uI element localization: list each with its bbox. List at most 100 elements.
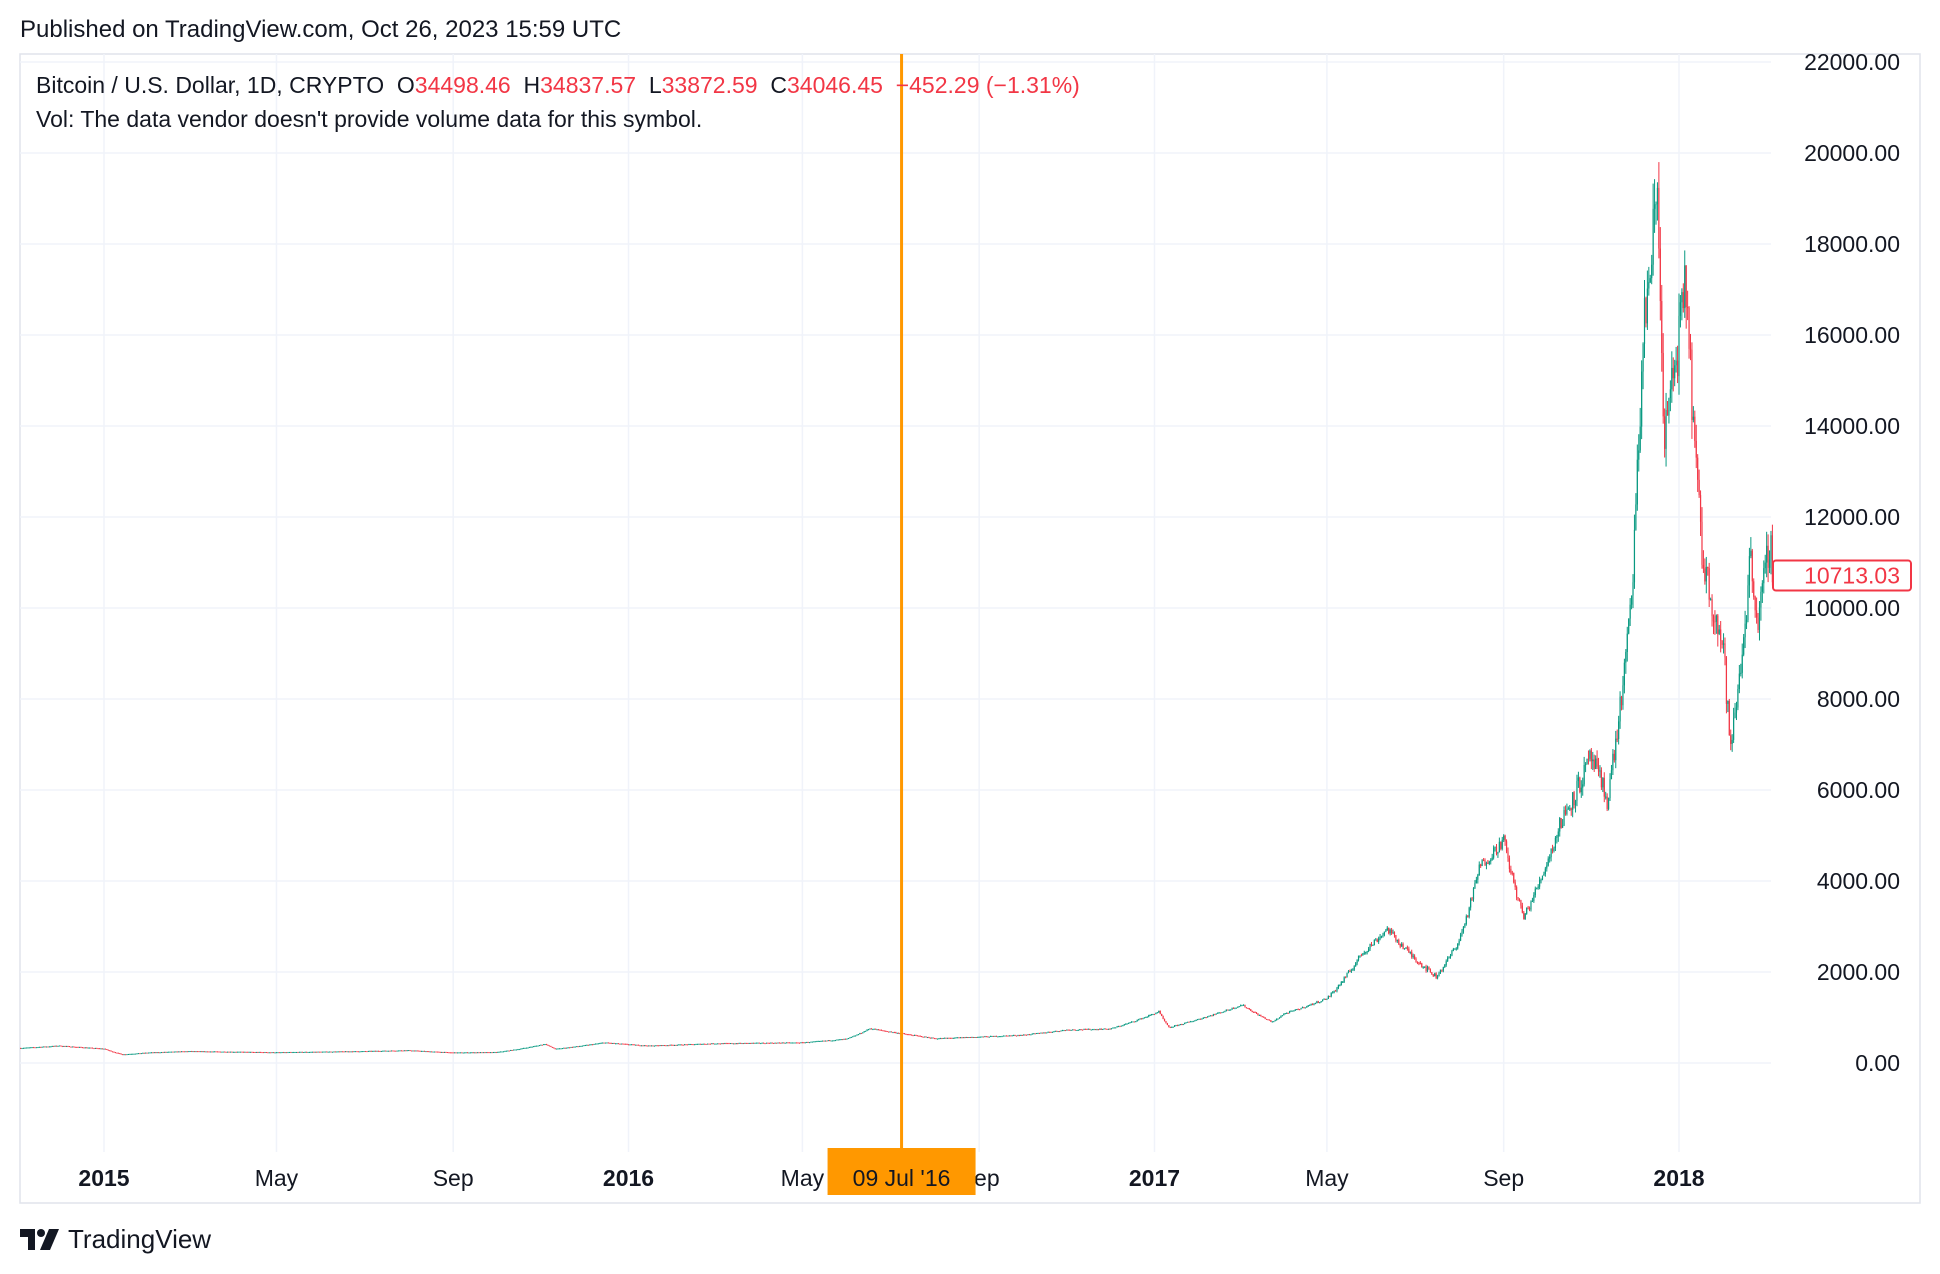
candle bbox=[124, 1054, 127, 1056]
candle-body bbox=[1116, 1026, 1118, 1028]
candle bbox=[193, 1050, 196, 1053]
candle bbox=[909, 1034, 911, 1036]
candle bbox=[166, 1051, 168, 1053]
candle-body bbox=[1721, 640, 1723, 645]
candle-body bbox=[182, 1051, 184, 1053]
candle-body bbox=[1563, 810, 1565, 826]
tradingview-logo[interactable]: TradingView bbox=[20, 1224, 211, 1255]
candle-body bbox=[1567, 808, 1569, 810]
candle bbox=[1684, 250, 1686, 318]
candle bbox=[1756, 597, 1758, 624]
candle bbox=[530, 1046, 532, 1048]
candle-body bbox=[1051, 1031, 1054, 1033]
candle bbox=[982, 1036, 985, 1038]
candle-body bbox=[436, 1051, 438, 1053]
candle bbox=[1609, 773, 1611, 801]
candle-body bbox=[1504, 835, 1506, 842]
candle bbox=[451, 1052, 453, 1054]
candle bbox=[1339, 984, 1341, 987]
candle-body bbox=[660, 1045, 663, 1047]
candle-body bbox=[852, 1036, 854, 1038]
candle bbox=[504, 1050, 506, 1052]
candle bbox=[665, 1045, 667, 1047]
candle bbox=[218, 1051, 220, 1053]
candle bbox=[74, 1046, 76, 1048]
candle-body bbox=[406, 1050, 408, 1052]
candle bbox=[1511, 870, 1513, 876]
candle bbox=[650, 1045, 653, 1047]
candle bbox=[201, 1051, 203, 1053]
candle-body bbox=[1444, 964, 1446, 968]
candle bbox=[1173, 1025, 1176, 1028]
candle-body bbox=[880, 1029, 883, 1031]
candle bbox=[636, 1044, 638, 1046]
candle bbox=[354, 1051, 357, 1053]
candle bbox=[1432, 973, 1434, 977]
candle bbox=[1666, 401, 1669, 416]
candle bbox=[225, 1051, 227, 1053]
candle bbox=[43, 1046, 45, 1048]
candle bbox=[1043, 1032, 1045, 1034]
candle bbox=[1517, 897, 1519, 902]
candle bbox=[1219, 1012, 1222, 1014]
candle-body bbox=[922, 1036, 924, 1038]
candle-body bbox=[1179, 1024, 1181, 1026]
candle-body bbox=[1293, 1010, 1295, 1012]
candle bbox=[191, 1050, 193, 1053]
candle-body bbox=[564, 1047, 566, 1049]
candle-body bbox=[152, 1052, 154, 1054]
candle bbox=[1536, 887, 1538, 890]
candle bbox=[1192, 1020, 1194, 1023]
candle bbox=[248, 1051, 250, 1053]
candle-body bbox=[1689, 348, 1692, 350]
candle bbox=[1087, 1028, 1089, 1030]
candle-body bbox=[1350, 970, 1352, 972]
candle-body bbox=[1008, 1035, 1010, 1037]
candle-body bbox=[729, 1043, 732, 1045]
candle bbox=[71, 1046, 73, 1048]
candle-body bbox=[662, 1045, 664, 1047]
candle-body bbox=[316, 1051, 318, 1053]
candle bbox=[1692, 406, 1694, 423]
candle-body bbox=[1366, 951, 1368, 953]
candle bbox=[176, 1051, 178, 1053]
candle bbox=[637, 1044, 640, 1046]
candle bbox=[890, 1031, 893, 1033]
candle-body bbox=[1750, 550, 1752, 557]
candle bbox=[508, 1050, 510, 1052]
candle-body bbox=[1265, 1018, 1268, 1020]
candle-body bbox=[1355, 963, 1357, 967]
candle bbox=[1751, 548, 1753, 593]
candle bbox=[1668, 397, 1670, 424]
candle-body bbox=[90, 1047, 92, 1049]
candle-body bbox=[969, 1037, 972, 1039]
candle bbox=[656, 1045, 658, 1047]
candle-body bbox=[1580, 787, 1582, 793]
candle-body bbox=[508, 1050, 510, 1052]
candle-body bbox=[1102, 1029, 1104, 1031]
candle bbox=[1138, 1018, 1140, 1021]
candle bbox=[695, 1043, 697, 1045]
candle bbox=[1228, 1009, 1230, 1011]
candle bbox=[524, 1047, 526, 1049]
candle bbox=[1688, 306, 1690, 359]
candle-body bbox=[1113, 1027, 1115, 1029]
candle bbox=[646, 1045, 648, 1047]
candle bbox=[152, 1052, 154, 1054]
candle-body bbox=[656, 1045, 658, 1047]
candle-body bbox=[268, 1052, 270, 1054]
candle bbox=[107, 1049, 109, 1051]
candle bbox=[352, 1051, 354, 1053]
candle-body bbox=[593, 1043, 595, 1045]
candle bbox=[83, 1047, 85, 1049]
candle bbox=[27, 1047, 29, 1049]
crosshair-date-label: 09 Jul '16 bbox=[853, 1165, 951, 1191]
candle-body bbox=[932, 1037, 934, 1039]
candle bbox=[1064, 1030, 1066, 1032]
candle-body bbox=[1186, 1021, 1189, 1023]
candle bbox=[1682, 283, 1684, 313]
candle-body bbox=[221, 1051, 223, 1053]
candle-body bbox=[669, 1044, 671, 1046]
brand-name: TradingView bbox=[68, 1224, 212, 1254]
